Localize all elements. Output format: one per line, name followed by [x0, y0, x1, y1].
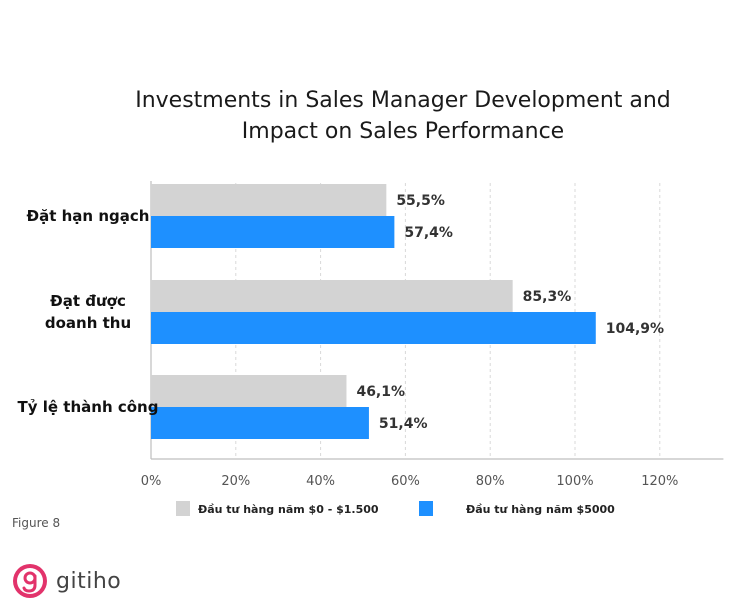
category-label: doanh thu	[45, 314, 131, 332]
x-tick-label: 40%	[306, 474, 335, 489]
legend-label: Đầu tư hàng năm $5000	[466, 503, 615, 516]
data-label: 85,3%	[523, 289, 572, 305]
bar	[151, 184, 387, 216]
figure-caption: Figure 8	[12, 516, 61, 530]
data-label: 51,4%	[379, 416, 428, 432]
bar	[151, 280, 513, 312]
chart-title-line: Impact on Sales Performance	[242, 119, 564, 144]
data-label: 104,9%	[606, 321, 664, 337]
chart-title-line: Investments in Sales Manager Development…	[135, 88, 671, 113]
category-label: Đạt được	[50, 292, 126, 310]
x-tick-label: 120%	[641, 474, 678, 489]
x-tick-label: 60%	[391, 474, 420, 489]
bar	[151, 312, 596, 344]
x-tick-label: 20%	[221, 474, 250, 489]
brand-name: gitiho	[56, 568, 122, 594]
legend-label: Đầu tư hàng năm $0 - $1.500	[198, 503, 379, 516]
data-label: 57,4%	[404, 225, 453, 241]
data-label: 46,1%	[356, 384, 405, 400]
legend-swatch	[176, 501, 190, 516]
category-label: Tỷ lệ thành công	[18, 398, 159, 416]
brand: gitiho	[12, 563, 121, 599]
data-label: 55,5%	[396, 193, 445, 209]
category-label: Đặt hạn ngạch	[27, 207, 150, 225]
bar	[151, 407, 369, 439]
bar	[151, 375, 347, 407]
legend-swatch	[419, 501, 433, 516]
x-tick-label: 100%	[556, 474, 593, 489]
x-tick-label: 0%	[141, 474, 162, 489]
bar	[151, 216, 395, 248]
gitiho-logo-icon	[13, 564, 47, 598]
x-tick-label: 80%	[476, 474, 505, 489]
